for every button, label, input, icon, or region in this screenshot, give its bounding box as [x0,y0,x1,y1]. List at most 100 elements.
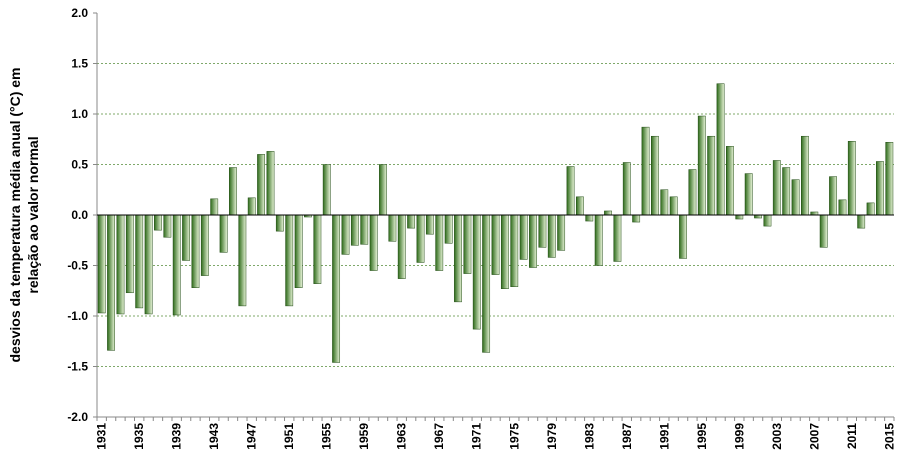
x-tick-label: 1999 [732,423,746,450]
bar-1990 [650,135,659,216]
y-tick-label: 2.0 [71,6,88,20]
bar-1960 [369,214,378,271]
bar-1951 [285,214,294,307]
bar-1967 [435,214,444,271]
bar-1998 [726,146,734,216]
bar-2012 [857,214,866,229]
x-tick-label: 2011 [845,423,859,449]
bar-1991 [660,189,669,216]
x-tick-label: 1959 [357,423,371,450]
x-tick-label: 2015 [882,423,896,450]
bar-1937 [154,214,162,231]
x-tick-label: 1963 [395,423,409,450]
bar-1993 [679,214,687,259]
bar-1982 [575,196,584,216]
bar-1976 [519,214,528,260]
x-tick-label: 1951 [282,423,296,450]
x-tick-label: 1983 [582,423,596,450]
bar-2004 [782,167,791,216]
bar-1962 [388,214,397,242]
bar-1985 [604,210,612,216]
x-tick-label: 1939 [170,423,184,450]
y-tick-label: -1.5 [67,360,88,374]
y-tick-label: 1.0 [71,107,88,121]
bar-1935 [135,214,144,309]
x-tick-label: 1967 [432,423,446,450]
x-tick-label: 1943 [207,423,221,450]
bar-1979 [547,214,556,258]
bar-2011 [847,141,856,216]
bar-1959 [360,214,369,245]
bar-1931 [97,214,106,314]
y-tick-labels: 2.0 1.5 1.0 0.5 0.0 -0.5 -1.0 -1.5 -2.0 [67,6,88,424]
x-tick-label: 2007 [807,423,821,450]
x-tick-label: 1971 [470,423,484,450]
bar-2002 [763,214,772,227]
bar-2005 [791,179,800,216]
bar-1956 [332,214,341,363]
bar-1944 [219,214,228,253]
bar-1983 [585,214,594,222]
bar-1975 [510,214,519,287]
bar-1934 [125,214,134,294]
bar-1943 [210,198,219,216]
bar-1974 [500,214,509,289]
x-tick-label: 1931 [95,423,109,450]
bar-1936 [144,214,153,315]
x-tick-label: 1935 [132,423,146,450]
bar-1986 [613,214,622,262]
bar-1942 [200,214,209,276]
y-tick-label: -0.5 [67,259,88,273]
bar-1955 [322,164,331,216]
bar-1961 [379,164,387,216]
bar-1972 [482,214,491,353]
bar-1938 [163,214,172,238]
bar-1949 [266,151,275,216]
bar-2008 [819,214,828,248]
bar-1971 [472,214,481,330]
bar-1970 [463,214,472,274]
bar-1966 [425,214,434,235]
x-tick-label: 1947 [245,423,259,450]
bar-1999 [735,214,744,220]
bar-1978 [538,214,547,248]
bar-2010 [838,199,847,216]
x-tick-label: 1975 [507,423,521,450]
x-tick-label: 1979 [545,423,559,450]
bar-1950 [275,214,284,232]
bar-1939 [172,214,181,316]
bar-1997 [716,83,725,216]
bar-1973 [491,214,500,275]
bar-2009 [829,176,837,216]
axes [93,12,895,421]
grid-lines [97,63,894,367]
bars [97,83,894,363]
bar-2014 [876,161,884,216]
bar-1969 [454,214,462,303]
bar-1989 [641,126,650,216]
y-tick-label: -1.0 [67,309,88,323]
bar-2006 [801,135,809,216]
bar-1977 [529,214,537,268]
x-tick-label: 2003 [770,423,784,450]
bar-2015 [885,142,894,216]
x-tick-label: 1987 [620,423,634,450]
bar-1946 [238,214,247,307]
bar-1981 [566,166,575,216]
bar-1963 [397,214,406,279]
y-axis-label-line-1: desvios da temperatura média anual (°C) … [7,67,23,362]
bar-1964 [407,214,416,229]
bar-1988 [632,214,641,223]
bar-1958 [350,214,359,246]
x-tick-labels: 1931 1935 1939 1943 1947 1951 1955 1959 1963 1967… [95,423,897,450]
bar-2000 [744,173,753,216]
y-tick-label: 0.5 [71,158,88,172]
bar-1954 [313,214,322,284]
x-tick-label: 1991 [657,423,671,450]
y-tick-label: 0.0 [71,208,88,222]
bar-1945 [229,167,237,216]
bar-1995 [697,115,706,216]
bar-1933 [116,214,125,315]
bar-1968 [444,214,453,244]
